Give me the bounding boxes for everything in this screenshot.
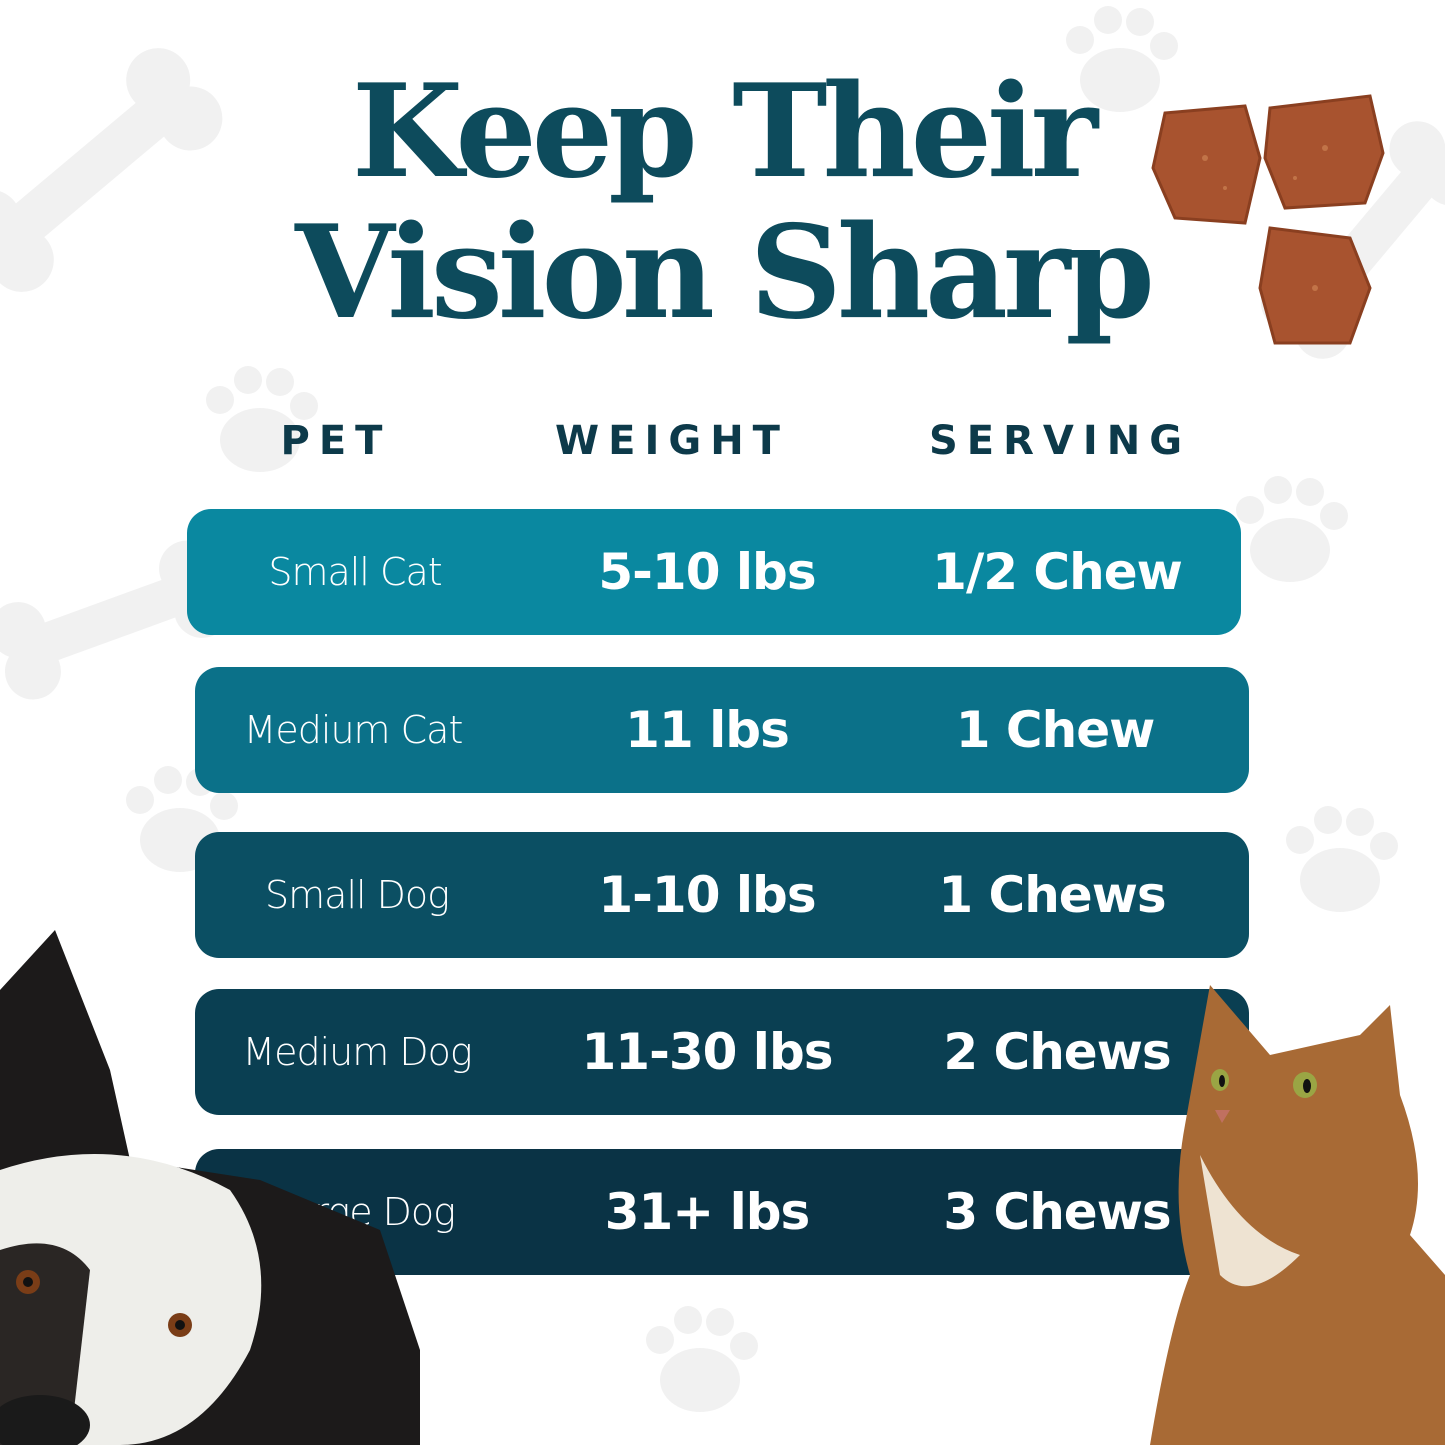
header-weight: WEIGHT [555, 418, 789, 464]
dog-photo [0, 930, 420, 1445]
serving-cell: 2 Chews [943, 1023, 1171, 1081]
weight-cell: 11 lbs [625, 701, 790, 759]
pet-cell: Small Cat [268, 550, 442, 594]
weight-cell: 11-30 lbs [581, 1023, 833, 1081]
serving-cell: 1 Chew [955, 701, 1156, 759]
weight-cell: 31+ lbs [604, 1183, 811, 1241]
chew-treats-image [1151, 94, 1385, 345]
table-row-large-dog: Large Dog 31+ lbs 3 Chews [195, 1149, 1249, 1275]
serving-cell: 1/2 Chew [932, 543, 1183, 601]
serving-cell: 1 Chews [938, 866, 1166, 924]
title-line-1: Keep Their [351, 57, 1098, 207]
table-row-small-dog: Small Dog 1-10 lbs 1 Chews [195, 832, 1249, 958]
table-row-medium-cat: Medium Cat 11 lbs 1 Chew [195, 667, 1249, 793]
cat-photo [1150, 985, 1445, 1445]
pet-cell: Small Dog [265, 873, 450, 917]
table-row-medium-dog: Medium Dog 11-30 lbs 2 Chews [195, 989, 1249, 1115]
title-line-2: Vision Sharp [295, 198, 1155, 348]
weight-cell: 5-10 lbs [598, 543, 816, 601]
pet-cell: Medium Dog [242, 1030, 472, 1074]
pet-cell: Medium Cat [243, 708, 464, 752]
weight-cell: 1-10 lbs [598, 866, 816, 924]
table-row-small-cat: Small Cat 5-10 lbs 1/2 Chew [187, 509, 1241, 635]
header-pet: PET [280, 418, 392, 464]
header-serving: SERVING [928, 418, 1192, 464]
serving-cell: 3 Chews [943, 1183, 1171, 1241]
